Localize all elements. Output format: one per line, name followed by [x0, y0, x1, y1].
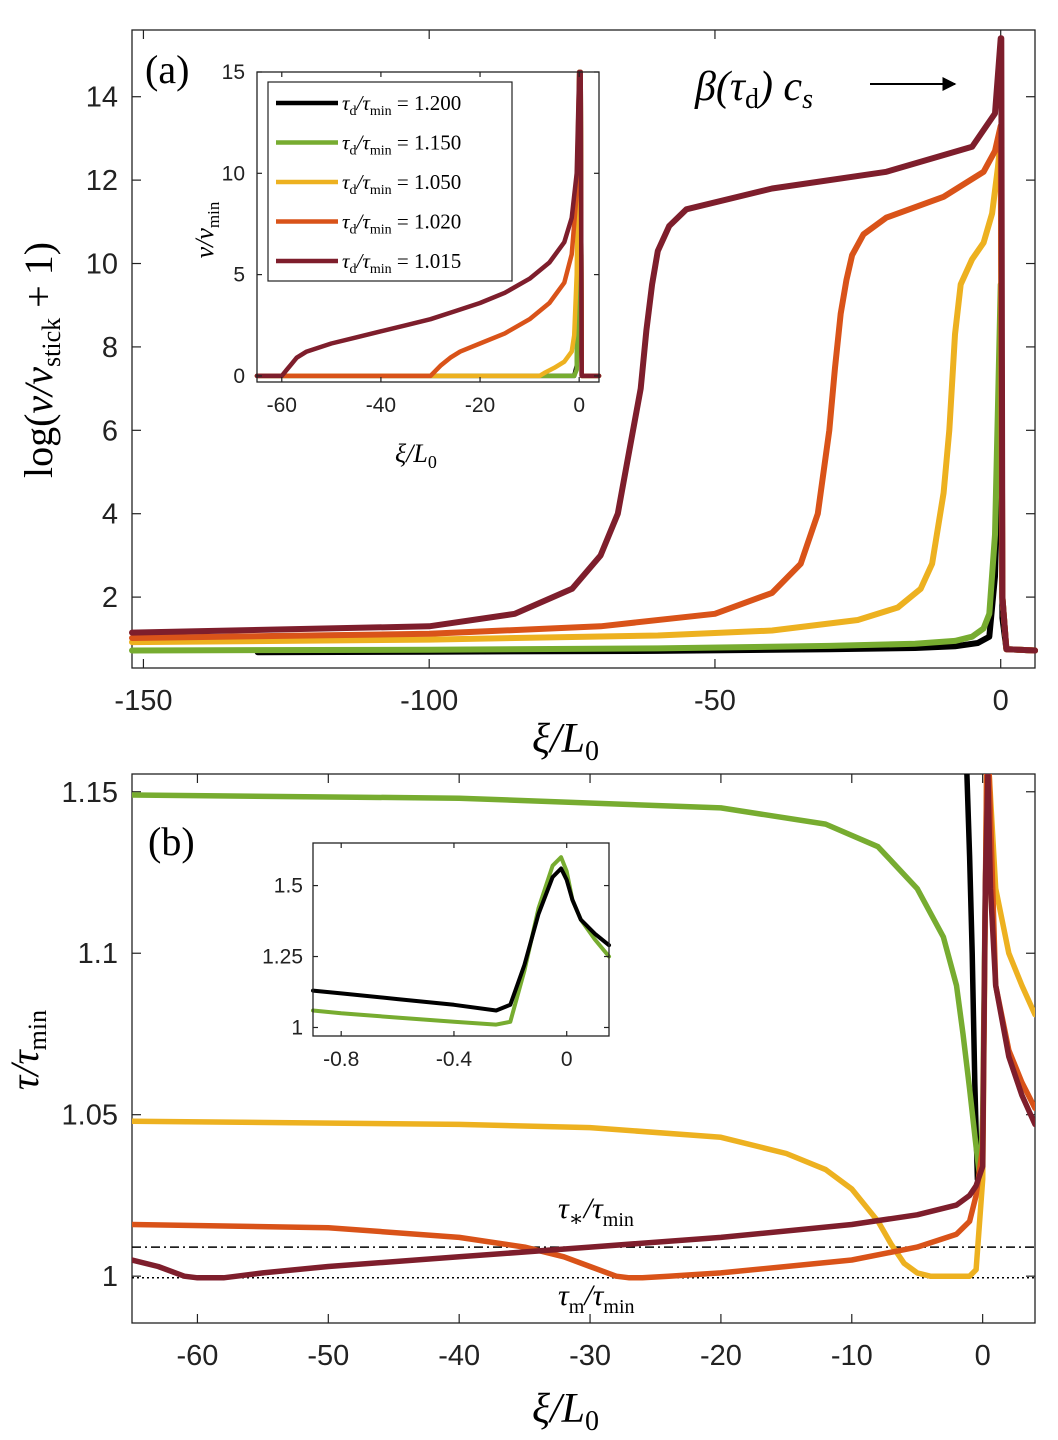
panel-a-inset-xtick-label: -20: [465, 394, 495, 417]
panel-b-inset-ytick-label: 1.25: [262, 946, 303, 969]
legend-entry-t1200: τd/τmin = 1.200: [342, 91, 461, 119]
panel-a-inset-ytick-label: 0: [233, 365, 245, 388]
panel-a-ytick-label: 6: [102, 415, 118, 447]
panel-b-inset: -0.8 -0.4 0 1 1.25 1.5: [262, 842, 611, 1071]
panel-a-inset-ytick-label: 15: [222, 61, 245, 84]
panel-b-ylabel: τ/τmin: [2, 1010, 52, 1090]
panel-b-xtick-label: -50: [307, 1340, 349, 1372]
svg-text:v/vmin: v/vmin: [190, 201, 223, 258]
panel-b: -60 -50 -40 -30 -20 -10 0 1 1.05 1.1 1.15 (b) τ∗/…: [2, 773, 1036, 1437]
panel-b-xtick-label: 0: [975, 1340, 991, 1372]
panel-b-inset-series-t1200: [311, 866, 611, 1013]
panel-a-inset-ytick-label: 10: [222, 162, 245, 185]
panel-a-ytick-label: 14: [86, 82, 118, 114]
panel-a-series-t1015: [129, 35, 1038, 654]
panel-a-inset-ytick-label: 5: [233, 264, 245, 287]
panel-b-xticks: -60 -50 -40 -30 -20 -10 0: [176, 774, 991, 1372]
panel-b-xlabel: ξ/L0: [532, 1386, 599, 1437]
panel-a-inset-xtick-label: -40: [366, 394, 396, 417]
wave-speed-annotation: β(τd) cs: [694, 64, 813, 115]
panel-b-xtick-label: -40: [438, 1340, 480, 1372]
panel-a-label: (a): [145, 47, 189, 92]
tau-star-label: τ∗/τmin: [558, 1192, 634, 1231]
panel-b-inset-xtick-label: -0.4: [436, 1048, 473, 1071]
legend-entry-t1050: τd/τmin = 1.050: [342, 170, 461, 198]
panel-a-xtick-label: -100: [400, 685, 458, 717]
panel-a-frame: [131, 29, 1036, 669]
tau-m-label: τm/τmin: [558, 1279, 635, 1318]
panel-b-series-t1200: [964, 774, 981, 1183]
panel-b-ytick-label: 1.1: [78, 938, 118, 970]
panel-a-ytick-label: 10: [86, 249, 118, 281]
panel-b-xtick-label: -30: [569, 1340, 611, 1372]
panel-a-ylabel: log(v/vstick + 1): [16, 242, 66, 478]
panel-b-inset-xtick-label: -0.8: [323, 1048, 359, 1071]
panel-a-inset-xtick-label: 0: [573, 394, 585, 417]
panel-b-xtick-label: -60: [176, 1340, 218, 1372]
panel-b-ytick-label: 1: [102, 1261, 118, 1293]
panel-a-inset-xlabel: ξ/L0: [395, 439, 437, 472]
panel-a-ytick-label: 12: [86, 165, 118, 197]
panel-b-xtick-label: -10: [831, 1340, 873, 1372]
panel-a-inset-ylabel: v/vmin: [190, 201, 223, 258]
panel-a-inset: -60 -40 -20 0 0 5 10 15 ξ/L0 v/vmin τd/τmin = …: [190, 61, 602, 472]
panel-a-ytick-label: 2: [102, 582, 118, 614]
panel-a-yticks: 2 4 6 8 10 12 14: [86, 82, 1035, 614]
legend-entry-t1150: τd/τmin = 1.150: [342, 131, 461, 159]
panel-a-series: [129, 35, 1038, 656]
panel-a-ytick-label: 8: [102, 332, 118, 364]
panel-b-inset-xtick-label: 0: [561, 1048, 573, 1071]
panel-a-xtick-label: 0: [993, 685, 1009, 717]
legend-entry-t1015: τd/τmin = 1.015: [342, 249, 461, 277]
panel-a-inset-series-t1015: [254, 69, 602, 379]
panel-a-xlabel: ξ/L0: [532, 716, 599, 767]
panel-a: -150 -100 -50 0 2 4 6 8 10 12 14 (a) β(τd) cs ξ/L…: [16, 29, 1038, 767]
legend-entry-t1020: τd/τmin = 1.020: [342, 210, 461, 238]
panel-b-inset-frame: [312, 842, 610, 1037]
panel-a-ytick-label: 4: [102, 499, 118, 531]
panel-a-xtick-label: -50: [694, 685, 736, 717]
panel-a-inset-xticks: -60 -40 -20 0: [267, 72, 585, 417]
panel-a-inset-yticks: 0 5 10 15: [222, 61, 599, 388]
legend: τd/τmin = 1.200 τd/τmin = 1.150 τd/τmin = …: [267, 81, 513, 282]
panel-b-ytick-label: 1.05: [62, 1100, 118, 1132]
panel-b-inset-series: [311, 855, 611, 1027]
svg-text:τ/τmin: τ/τmin: [2, 1010, 52, 1090]
panel-a-xtick-label: -150: [114, 685, 172, 717]
panel-b-yticks: 1 1.05 1.1 1.15: [62, 777, 1035, 1293]
panel-b-label: (b): [148, 819, 195, 864]
panel-b-inset-yticks: 1 1.25 1.5: [262, 875, 609, 1039]
panel-b-ytick-label: 1.15: [62, 777, 118, 809]
panel-a-xticks: -150 -100 -50 0: [114, 30, 1009, 717]
panel-b-inset-ytick-label: 1.5: [274, 875, 303, 898]
panel-b-xtick-label: -20: [700, 1340, 742, 1372]
panel-b-frame: [131, 773, 1036, 1324]
panel-b-inset-ytick-label: 1: [291, 1016, 303, 1039]
panel-b-series: [132, 774, 1035, 1281]
panel-b-inset-xticks: -0.8 -0.4 0: [323, 843, 573, 1071]
svg-text:log(v/vstick + 1): log(v/vstick + 1): [16, 242, 66, 478]
panel-a-inset-frame: [256, 71, 600, 383]
panel-a-inset-xtick-label: -60: [267, 394, 297, 417]
panel-b-series-t1015: [132, 774, 1035, 1281]
